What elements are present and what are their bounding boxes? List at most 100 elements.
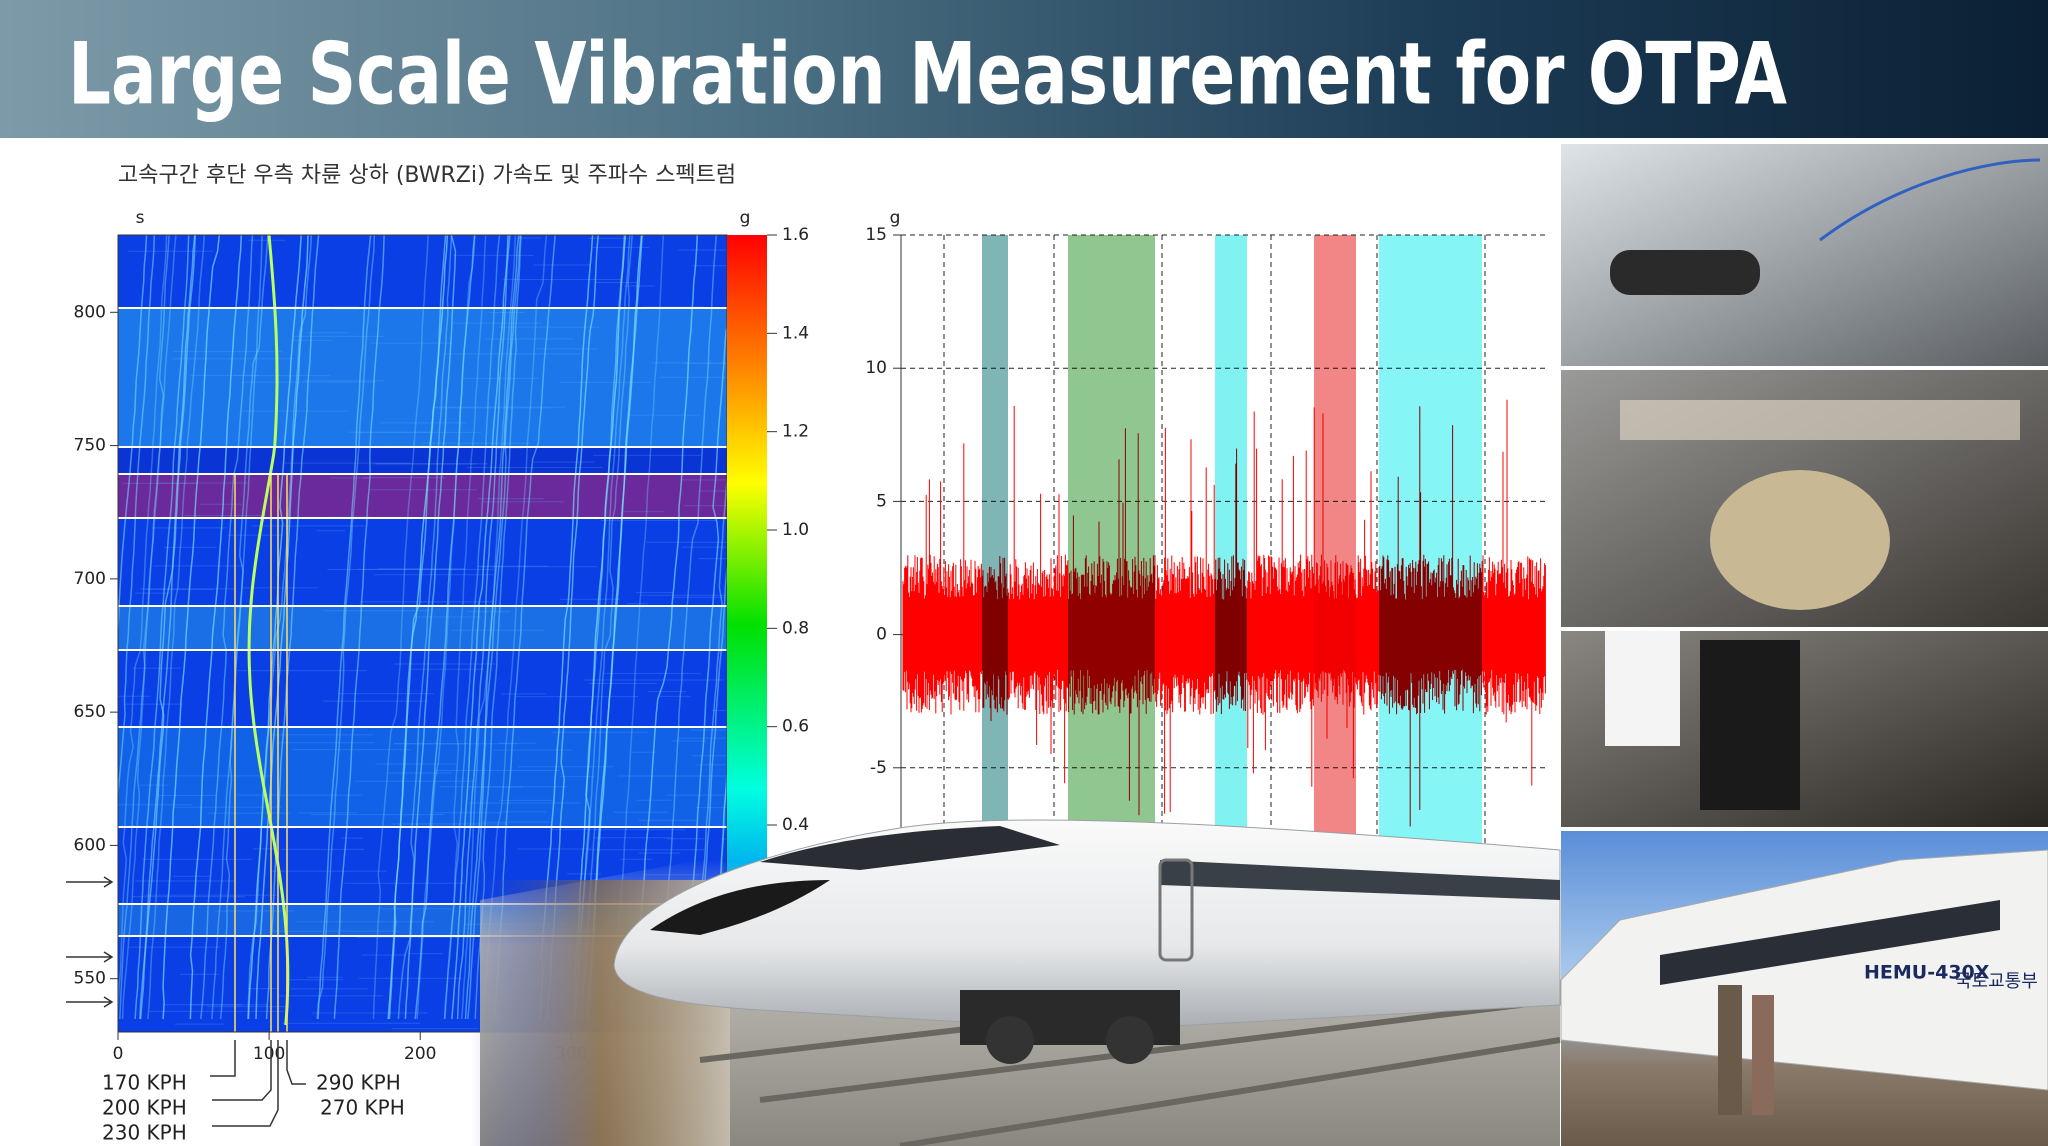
colorbar-tick-label: 0.4 <box>782 815 809 835</box>
heatmap-streak <box>317 235 372 1020</box>
heatmap-streak <box>200 235 254 1020</box>
photo-column: HEMU-430X 국토교통부 <box>1560 144 2048 1146</box>
x-tick-label: 0 <box>113 1044 124 1064</box>
heatmap-streak <box>265 235 320 1020</box>
photo-detail <box>1620 400 2020 440</box>
wheel <box>986 1016 1034 1064</box>
train-image <box>470 819 1561 1146</box>
heatmap-streak <box>404 235 457 1020</box>
y-tick-label: 15 <box>865 225 887 245</box>
colorbar-label: g <box>740 208 751 228</box>
heatmap-streak <box>397 235 453 1020</box>
heatmap-band <box>118 727 727 827</box>
frequency-band <box>1068 235 1155 901</box>
heatmap-streak <box>316 235 376 1020</box>
heatmap-streak <box>119 235 170 1020</box>
heatmap-ridge <box>247 235 290 1026</box>
frequency-band <box>1314 235 1356 901</box>
colorbar <box>727 235 767 945</box>
cockpit-window <box>760 826 1060 870</box>
heatmap-streak <box>118 235 156 802</box>
y-tick-label: 5 <box>876 491 887 511</box>
chart-subtitle: 고속구간 후단 우측 차륜 상하 (BWRZi) 가속도 및 주파수 스펙트럼 <box>118 163 736 188</box>
heatmap-streak <box>372 235 429 1020</box>
nose-stripe <box>650 880 830 935</box>
wheel <box>1106 1016 1154 1064</box>
heatmap-streak <box>456 235 511 1020</box>
door <box>1158 858 1194 962</box>
time-arrow <box>66 996 114 1008</box>
y-tick-label: 800 <box>74 302 106 322</box>
heatmap-streak <box>147 235 206 1020</box>
heatmap-streak <box>414 235 476 1020</box>
colorbar-tick-label: 1.0 <box>782 520 809 540</box>
photo-person <box>1718 985 1742 1115</box>
photo-person <box>1752 995 1774 1115</box>
heatmap-band <box>118 447 727 474</box>
annotation-brackets <box>210 1040 306 1127</box>
time-arrow <box>66 951 114 963</box>
frequency-band <box>982 235 1008 901</box>
heatmap-streak <box>219 235 269 1020</box>
y-tick-label: 700 <box>74 569 106 589</box>
heatmap-streak <box>134 235 190 1020</box>
photo-detail <box>1610 250 1760 295</box>
spectrogram: s5506006507007508000100200300g0.40.60.81… <box>66 208 809 1145</box>
heatmap-streak <box>118 235 168 1016</box>
heatmap-streak <box>443 235 501 1020</box>
x-tick-label: 200 <box>404 1044 436 1064</box>
photo-ministry-label: 국토교통부 <box>1955 971 2038 992</box>
colorbar-tick-label: 0.8 <box>782 618 809 638</box>
heatmap-streak <box>211 235 263 1020</box>
speed-annotation: 170 KPH <box>102 1071 187 1095</box>
frequency-band <box>1215 235 1247 901</box>
colorbar-tick-label: 1.4 <box>782 323 809 343</box>
photo-train-label: HEMU-430X <box>1864 962 1990 984</box>
time-arrow <box>66 876 114 888</box>
photo-detail <box>1710 470 1890 610</box>
speed-annotation: 230 KPH <box>102 1121 187 1145</box>
heatmap-streak <box>189 235 243 1020</box>
heatmap-streak <box>444 235 487 1020</box>
y-tick-label: 10 <box>865 358 887 378</box>
heatmap-streak <box>388 235 447 1020</box>
y-tick-label: 600 <box>74 835 106 855</box>
window-band <box>1160 860 1560 900</box>
photo-screen <box>1605 631 1680 746</box>
y-axis-label: g <box>890 208 901 228</box>
speed-annotation: 290 KPH <box>316 1071 401 1095</box>
heatmap-streak <box>121 235 177 1020</box>
speed-annotation: 270 KPH <box>320 1096 405 1120</box>
y-tick-label: 0 <box>876 625 887 645</box>
heatmap-streak <box>451 235 509 1020</box>
heatmap-streak <box>333 235 385 1020</box>
x-tick-label: 100 <box>253 1044 285 1064</box>
heatmap-streak <box>139 235 196 1020</box>
heatmap-streak <box>139 235 197 1020</box>
time-signal: -5 0 5 10 15g <box>865 208 1548 901</box>
photo-detail <box>1819 158 2041 242</box>
slide-title: Large Scale Vibration Measurement for OT… <box>68 24 1787 124</box>
heatmap-area <box>118 235 727 1032</box>
y-tick-label: 650 <box>74 702 106 722</box>
colorbar-tick-label: 1.6 <box>782 225 809 245</box>
speed-annotation: 200 KPH <box>102 1096 187 1120</box>
header-band <box>0 0 2048 138</box>
y-axis-label: s <box>136 208 145 228</box>
photo-train-windows <box>1660 900 2000 985</box>
y-tick-label: 550 <box>74 969 106 989</box>
heatmap-streak <box>247 235 302 1020</box>
frequency-band <box>1379 235 1482 901</box>
photo-detail <box>1700 640 1800 810</box>
heatmap-band <box>118 606 727 650</box>
heatmap-streak <box>118 235 148 635</box>
heatmap-band <box>118 474 727 518</box>
colorbar-tick-label: 1.2 <box>782 422 809 442</box>
heatmap-streak <box>162 235 221 1020</box>
y-tick-label: 750 <box>74 436 106 456</box>
heatmap-streak <box>255 235 309 1020</box>
y-tick-label: -5 <box>870 758 887 778</box>
photo-train-body <box>1560 849 2048 1091</box>
